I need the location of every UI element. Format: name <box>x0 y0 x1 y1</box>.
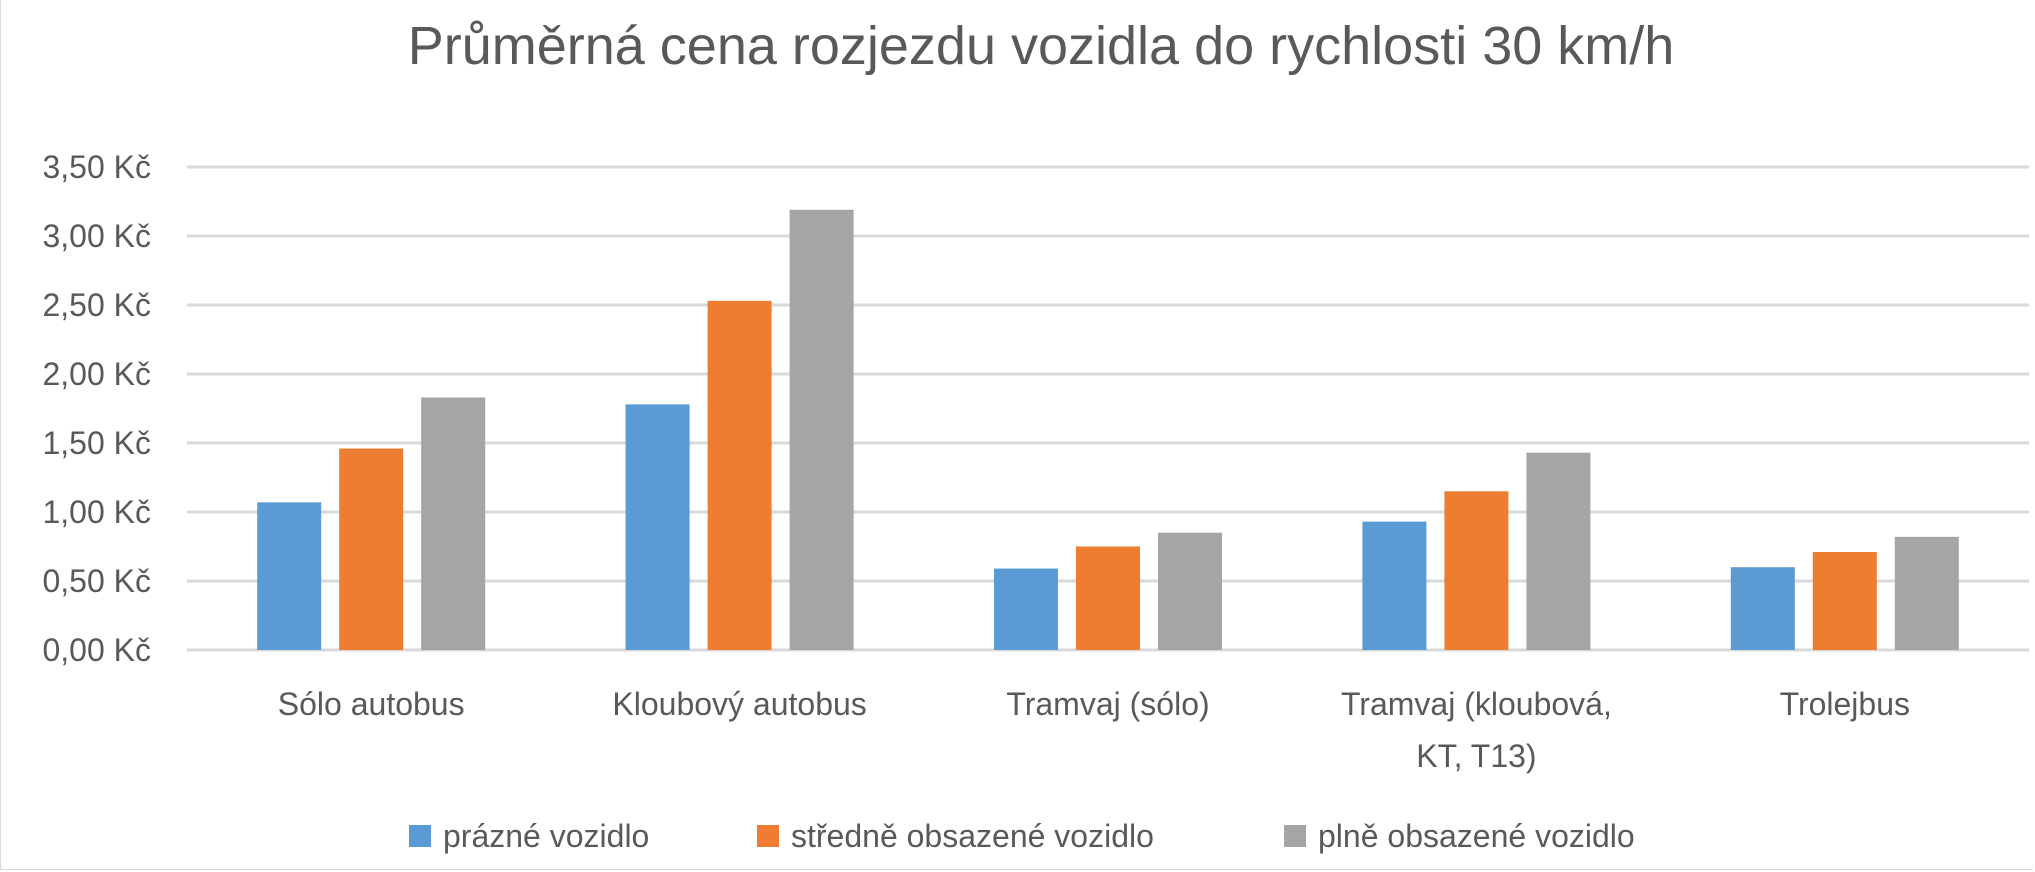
category-label: Trolejbus <box>1780 686 1910 722</box>
category-label: Kloubový autobus <box>612 686 866 722</box>
gridlines <box>187 165 2029 652</box>
y-tick-label: 2,50 Kč <box>42 287 151 323</box>
category-label: KT, T13) <box>1416 738 1536 774</box>
bar <box>339 448 404 650</box>
y-tick-label: 0,50 Kč <box>42 563 151 599</box>
y-tick-label: 1,00 Kč <box>42 494 151 530</box>
bar <box>1526 452 1591 650</box>
y-tick-label: 1,50 Kč <box>42 425 151 461</box>
bar <box>1894 536 1959 650</box>
bar <box>789 209 854 650</box>
bar <box>1444 491 1509 650</box>
legend-swatch <box>757 825 779 847</box>
bar <box>1730 567 1795 650</box>
legend-swatch <box>1284 825 1306 847</box>
bar <box>1362 521 1427 650</box>
bar <box>257 502 322 650</box>
legend-label: plně obsazené vozidlo <box>1318 818 1635 854</box>
bars <box>257 209 1959 650</box>
bar <box>421 397 486 650</box>
category-label: Tramvaj (sólo) <box>1006 686 1209 722</box>
y-tick-label: 3,50 Kč <box>42 149 151 185</box>
bar <box>1812 552 1877 650</box>
legend-label: prázné vozidlo <box>443 818 649 854</box>
y-tick-label: 2,00 Kč <box>42 356 151 392</box>
y-axis-ticks: 0,00 Kč 0,50 Kč 1,00 Kč 1,50 Kč 2,00 Kč 2,50 … <box>42 149 151 668</box>
chart-title: Průměrná cena rozjezdu vozidla do rychlo… <box>408 16 1675 76</box>
bar <box>1076 546 1140 650</box>
legend-swatch <box>409 825 431 847</box>
category-label: Tramvaj (kloubová, <box>1341 686 1612 722</box>
legend-label: středně obsazené vozidlo <box>791 818 1154 854</box>
y-tick-label: 3,00 Kč <box>42 218 151 254</box>
y-tick-label: 0,00 Kč <box>42 632 151 668</box>
legend: prázné vozidlo středně obsazené vozidlo pl… <box>409 818 1635 854</box>
bar <box>994 568 1058 650</box>
bar <box>707 300 772 650</box>
x-axis-categories: Sólo autobus Kloubový autobus Tramvaj (sól… <box>278 686 1910 774</box>
bar <box>1158 532 1222 650</box>
bar <box>625 404 690 650</box>
category-label: Sólo autobus <box>278 686 465 722</box>
